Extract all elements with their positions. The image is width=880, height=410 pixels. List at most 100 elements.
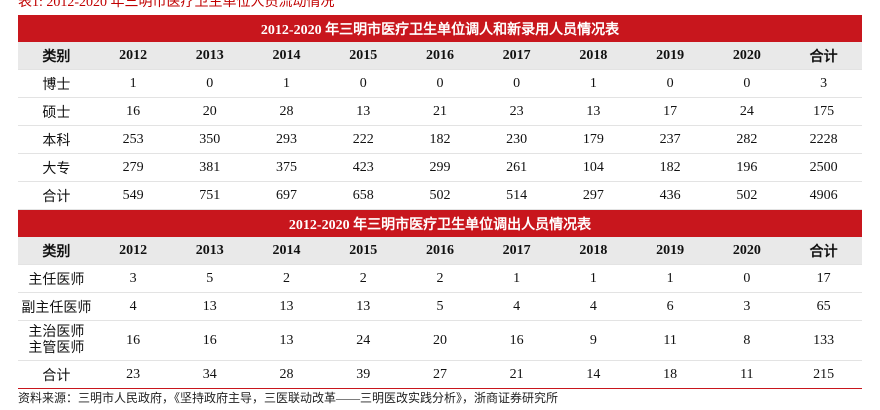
table-cell: 2014 [248,42,325,70]
table-cell: 0 [324,69,402,98]
table-cell: 2018 [555,42,632,70]
table-cell: 2500 [785,153,862,182]
table-cell: 20 [401,320,479,361]
table-cell: 658 [324,181,402,210]
table-cell: 2013 [171,42,249,70]
table-cell: 34 [171,360,249,389]
table-cell: 549 [94,181,172,210]
caption: 表1: 2012-2020 年三明市医疗卫生单位人员流动情况 [18,0,335,10]
table-cell: 21 [401,97,479,126]
table-cell: 主任医师 [18,264,95,293]
table-cell: 5 [401,292,479,321]
data-row: 硕士 16 20 28 13 21 23 13 17 24 175 [18,97,862,126]
table-cell: 16 [171,320,249,361]
table-cell: 17 [785,264,862,293]
table-cell: 13 [248,320,325,361]
table-cell: 合计 [18,360,95,389]
header-row: 类别 2012 2013 2014 2015 2016 2017 2018 2019 2020 合计 [18,237,862,265]
table-cell: 196 [708,153,786,182]
table-cell: 1 [248,69,325,98]
table-cell: 2012-2020 年三明市医疗卫生单位调人和新录用人员情况表 [18,15,862,42]
table-cell: 2019 [631,42,709,70]
source-note: 资料来源：三明市人民政府，《坚持政府主导，三医联动改革——三明医改实践分析》，浙… [18,391,559,405]
table-cell: 2 [401,264,479,293]
table-cell: 18 [631,360,709,389]
table-cell: 13 [324,292,402,321]
table-cell: 1 [631,264,709,293]
title-row: 2012-2020 年三明市医疗卫生单位调人和新录用人员情况表 [18,15,862,42]
data-row: 合计 549 751 697 658 502 514 297 436 502 4906 [18,181,862,210]
table-cell: 类别 [18,237,95,265]
table-cell: 5 [171,264,249,293]
table-cell: 2018 [555,237,632,265]
table-cell: 179 [555,125,632,154]
table-cell: 2 [324,264,402,293]
table-cell: 1 [555,69,632,98]
data-row: 主治医师主管医师 16 16 13 24 20 16 9 11 8 133 [18,320,862,361]
table-cell: 182 [631,153,709,182]
table-cell: 13 [324,97,402,126]
table-cell: 65 [785,292,862,321]
table-cell: 硕士 [18,97,95,126]
table-cell: 4 [478,292,556,321]
table-cell: 0 [708,264,786,293]
table-cell: 11 [708,360,786,389]
table-cell: 8 [708,320,786,361]
table-cell: 297 [555,181,632,210]
table-cell: 514 [478,181,556,210]
table-cell: 副主任医师 [18,292,95,321]
table-cell: 4 [94,292,172,321]
table-cell: 13 [171,292,249,321]
table-cell: 合计 [785,237,862,265]
table-cell: 4 [555,292,632,321]
table-cell: 350 [171,125,249,154]
table-cell: 博士 [18,69,95,98]
table-cell: 20 [171,97,249,126]
table-cell: 375 [248,153,325,182]
table-cell: 175 [785,97,862,126]
table-cell: 2016 [401,237,479,265]
table-cell: 28 [248,97,325,126]
data-row: 合计 23 34 28 39 27 21 14 18 11 215 [18,360,862,389]
table-cell: 21 [478,360,556,389]
table-cell: 13 [248,292,325,321]
table-cell: 2012 [94,42,172,70]
table-cell: 0 [478,69,556,98]
table-cell: 28 [248,360,325,389]
data-row: 大专 279 381 375 423 299 261 104 182 196 2500 [18,153,862,182]
table-cell: 133 [785,320,862,361]
table-cell: 2013 [171,237,249,265]
table-cell: 502 [401,181,479,210]
table-cell: 1 [555,264,632,293]
table-cell: 2228 [785,125,862,154]
table-cell: 2015 [324,42,402,70]
table-cell: 215 [785,360,862,389]
table-cell: 合计 [785,42,862,70]
table-cell: 697 [248,181,325,210]
table-cell: 类别 [18,42,95,70]
table-cell: 436 [631,181,709,210]
table-cell: 16 [94,320,172,361]
table-cell: 13 [555,97,632,126]
table-cell: 293 [248,125,325,154]
table-cell: 24 [708,97,786,126]
table-cell: 合计 [18,181,95,210]
table-cell: 502 [708,181,786,210]
table-cell: 104 [555,153,632,182]
table-cell: 253 [94,125,172,154]
table-cell: 16 [478,320,556,361]
table-cell: 2017 [478,42,556,70]
table-cell: 16 [94,97,172,126]
table-cell: 2015 [324,237,402,265]
table-cell: 2020 [708,237,786,265]
header-row: 类别 2012 2013 2014 2015 2016 2017 2018 2019 2020 合计 [18,42,862,70]
data-row: 本科 253 350 293 222 182 230 179 237 282 2228 [18,125,862,154]
table-cell: 11 [631,320,709,361]
data-row: 副主任医师 4 13 13 13 5 4 4 6 3 65 [18,292,862,321]
table-cell: 大专 [18,153,95,182]
table-cell: 27 [401,360,479,389]
table-cell: 主治医师主管医师 [18,320,95,361]
table-cell: 2019 [631,237,709,265]
table-cell: 279 [94,153,172,182]
table-cell: 237 [631,125,709,154]
